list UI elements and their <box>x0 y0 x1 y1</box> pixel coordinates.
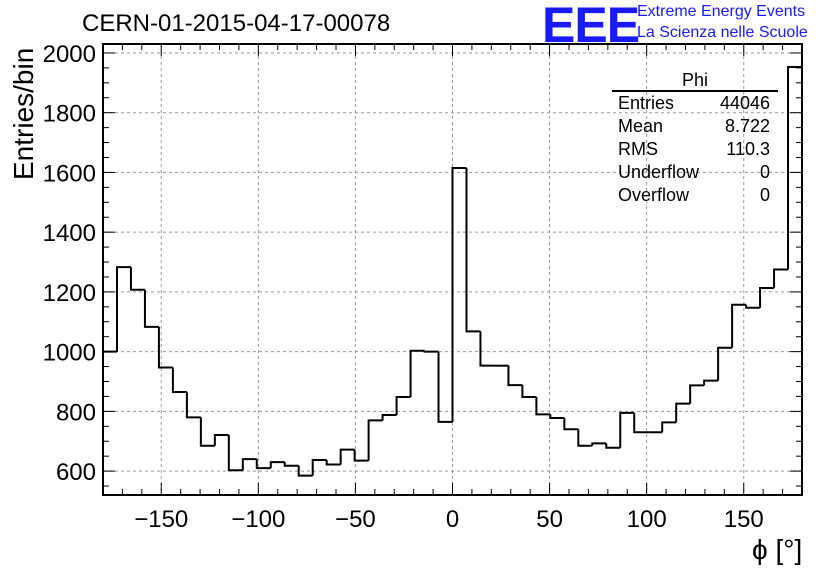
histogram-bin <box>633 412 649 434</box>
histogram-bin <box>577 429 593 447</box>
histogram-bin <box>465 167 481 333</box>
histogram-bin <box>367 419 383 461</box>
y-tick-label: 2000 <box>43 41 96 68</box>
histogram-bin <box>409 349 425 398</box>
histogram-bin <box>325 460 341 466</box>
histogram-bin <box>563 417 579 431</box>
histogram-bin <box>507 365 523 387</box>
x-tick-label: 50 <box>536 506 563 533</box>
histogram-bin <box>227 434 243 472</box>
stats-label: Overflow <box>618 185 690 205</box>
histogram-bin <box>731 303 747 348</box>
histogram-bin <box>241 458 257 471</box>
histogram-bin <box>395 396 411 415</box>
histogram-bin <box>143 289 159 328</box>
histogram-bin <box>591 442 607 446</box>
x-tick-label: −150 <box>134 506 188 533</box>
histogram-bin <box>185 391 201 419</box>
stats-row-rms: RMS 110.3 <box>612 138 778 161</box>
histogram-bin <box>199 417 215 447</box>
stats-value: 44046 <box>719 93 770 113</box>
histogram-bin <box>129 267 145 291</box>
histogram-bin <box>423 350 439 353</box>
stats-row-overflow: Overflow 0 <box>612 184 778 207</box>
stats-label: RMS <box>618 139 658 159</box>
y-tick-label: 1200 <box>43 280 96 307</box>
y-tick-label: 1800 <box>43 101 96 128</box>
x-tick-label: 150 <box>724 506 764 533</box>
histogram-bin <box>479 331 495 367</box>
histogram-bin <box>353 449 369 462</box>
histogram-bin <box>171 367 187 393</box>
logo-text-line1: Extreme Energy Events <box>637 3 806 20</box>
histogram-bin <box>745 304 761 309</box>
histogram-bin <box>115 266 131 352</box>
y-tick-label: 1400 <box>43 220 96 247</box>
histogram-bin <box>521 385 537 399</box>
x-tick-label: 100 <box>627 506 667 533</box>
y-tick-label: 1000 <box>43 340 96 367</box>
histogram-bin <box>339 448 355 465</box>
histogram-bin <box>703 379 719 386</box>
x-axis-label: ϕ [°] <box>752 534 803 565</box>
stats-value: 0 <box>759 162 770 182</box>
histogram-bin <box>619 411 635 448</box>
y-tick-label: 800 <box>56 399 96 426</box>
stats-label: Underflow <box>618 162 700 182</box>
logo-text-line2: La Scienza nelle Scuole <box>637 24 808 41</box>
histogram-bin <box>759 287 775 308</box>
stats-value: 0 <box>759 185 770 205</box>
histogram-bin <box>283 462 299 467</box>
chart-title: CERN-01-2015-04-17-00078 <box>82 10 391 37</box>
stats-row-underflow: Underflow 0 <box>612 161 778 184</box>
stats-row-entries: Entries 44046 <box>612 92 778 115</box>
histogram-bin <box>157 326 173 369</box>
y-axis-label: Entries/bin <box>8 47 39 180</box>
histogram-bin <box>311 459 327 476</box>
stats-box: Phi Entries 44046 Mean 8.722 RMS 110.3 U… <box>612 70 778 207</box>
histogram-bin <box>255 459 271 470</box>
stats-value: 110.3 <box>726 139 770 159</box>
histogram-bin <box>437 351 453 423</box>
histogram-bin <box>605 443 621 449</box>
histogram-bin <box>269 461 285 469</box>
eee-logo: EEE <box>542 0 640 53</box>
y-tick-label: 1600 <box>43 160 96 187</box>
histogram-bin <box>535 397 551 416</box>
histogram-bin <box>675 402 691 423</box>
stats-value: 8.722 <box>724 116 770 136</box>
histogram-bin <box>381 413 397 421</box>
x-tick-label: −50 <box>335 506 376 533</box>
stats-row-mean: Mean 8.722 <box>612 115 778 138</box>
plot-frame <box>102 43 803 496</box>
histogram-bin <box>717 346 733 381</box>
histogram-bin <box>689 384 705 404</box>
histogram-bin <box>661 421 677 433</box>
histogram-bin <box>451 166 467 422</box>
stats-label: Mean <box>618 116 664 136</box>
histogram-bin <box>549 414 565 419</box>
histogram-bin <box>297 465 313 477</box>
histogram-bin <box>773 268 789 289</box>
x-tick-label: −100 <box>231 506 285 533</box>
histogram-bin <box>787 65 802 270</box>
x-tick-label: 0 <box>446 506 459 533</box>
stats-label: Entries <box>618 93 675 113</box>
y-tick-label: 600 <box>56 459 96 486</box>
stats-title: Phi <box>612 70 778 92</box>
histogram-bin <box>213 433 229 446</box>
